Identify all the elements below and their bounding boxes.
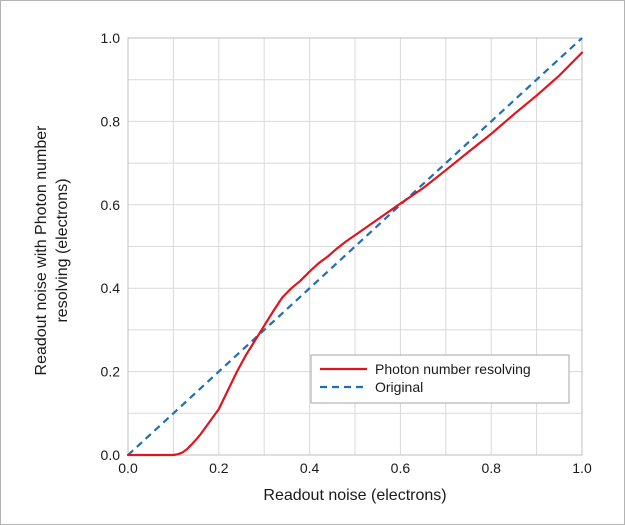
y-tick-label: 0.0 (101, 447, 121, 463)
legend-label-original: Original (375, 379, 423, 395)
y-tick-label: 0.2 (101, 364, 121, 380)
x-axis-title: Readout noise (electrons) (263, 487, 446, 504)
y-tick-label: 0.4 (101, 280, 121, 296)
x-tick-label: 0.8 (481, 460, 501, 476)
x-tick-label: 0.0 (118, 460, 138, 476)
legend: Photon number resolving Original (310, 354, 570, 404)
tick-labels: 0.0 0.2 0.4 0.6 0.8 1.0 0.0 0.2 0.4 0.6 0.8 1.0 (101, 30, 592, 476)
y-tick-label: 0.8 (101, 113, 121, 129)
legend-box (310, 354, 570, 404)
y-axis-title-line-2: resolving (electrons) (54, 178, 71, 322)
x-tick-label: 1.0 (572, 460, 592, 476)
y-tick-label: 1.0 (101, 30, 121, 46)
y-axis-title-line-1: Readout noise with Photon number (33, 125, 50, 376)
series-line-photon-number-resolving (126, 51, 584, 457)
series-line-original (127, 37, 583, 456)
plot-area-border (127, 37, 583, 456)
legend-label-photon-number-resolving: Photon number resolving (375, 361, 531, 377)
x-tick-label: 0.6 (391, 460, 411, 476)
y-tick-label: 0.6 (101, 197, 121, 213)
x-tick-label: 0.2 (209, 460, 229, 476)
series-layer (126, 37, 584, 457)
x-tick-label: 0.4 (300, 460, 320, 476)
